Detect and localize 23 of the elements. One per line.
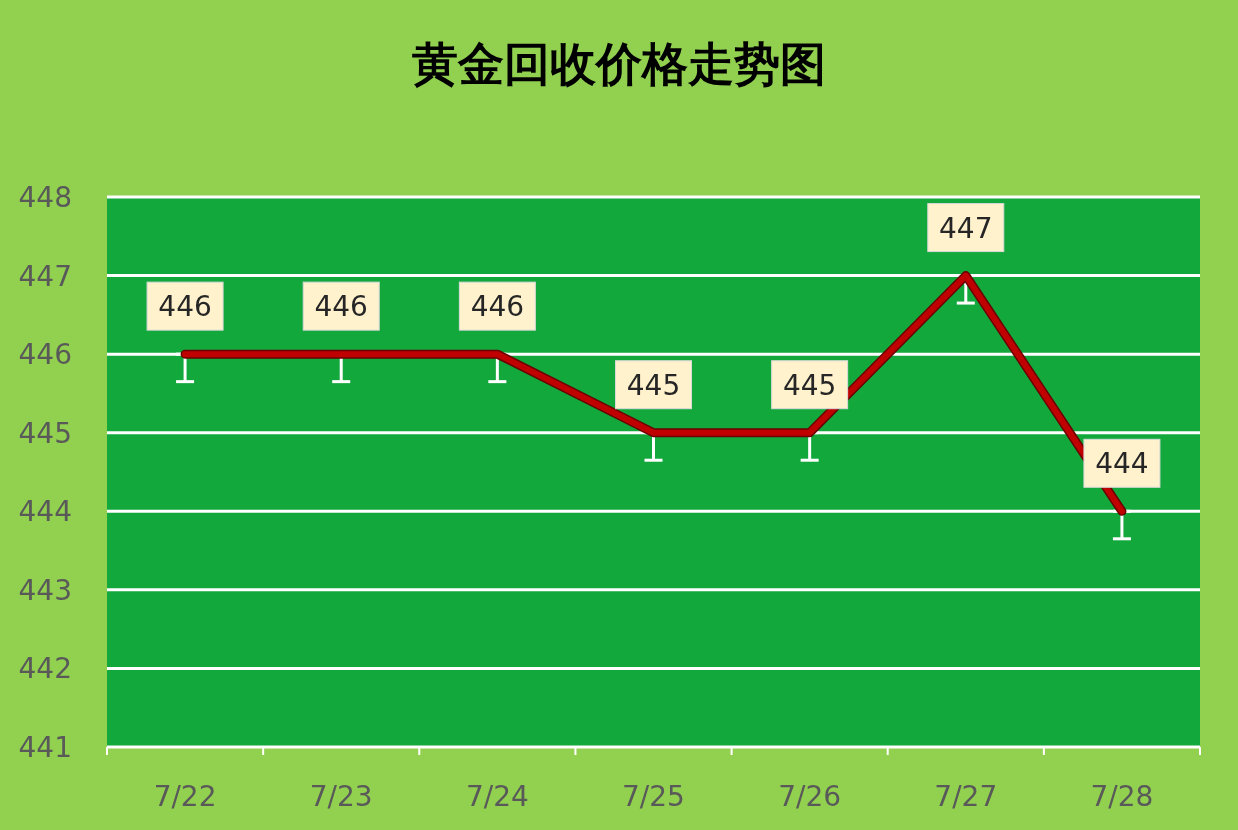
data-label: 446 (470, 290, 525, 324)
x-tick-label: 7/22 (153, 780, 217, 813)
x-tick-label: 7/23 (309, 780, 373, 813)
y-tick-label: 445 (18, 416, 72, 450)
x-tick-label: 7/24 (465, 780, 529, 813)
y-tick-label: 443 (18, 573, 72, 607)
y-tick-label: 448 (18, 181, 72, 214)
data-label: 446 (314, 290, 368, 324)
data-label: 446 (158, 290, 212, 324)
data-label: 445 (626, 368, 681, 402)
chart-title: 黄金回收价格走势图 (412, 37, 826, 91)
y-tick-label: 446 (18, 338, 72, 372)
y-tick-label: 444 (18, 495, 72, 529)
x-tick-label: 7/25 (622, 780, 685, 813)
data-label: 444 (1095, 447, 1149, 481)
x-tick-label: 7/28 (1090, 780, 1154, 813)
y-tick-label: 441 (18, 731, 72, 764)
x-tick-label: 7/26 (778, 780, 842, 813)
data-label: 445 (782, 368, 837, 402)
y-tick-label: 442 (18, 652, 72, 686)
data-label: 447 (939, 211, 993, 245)
x-tick-label: 7/27 (934, 780, 998, 813)
y-tick-label: 447 (18, 259, 72, 293)
